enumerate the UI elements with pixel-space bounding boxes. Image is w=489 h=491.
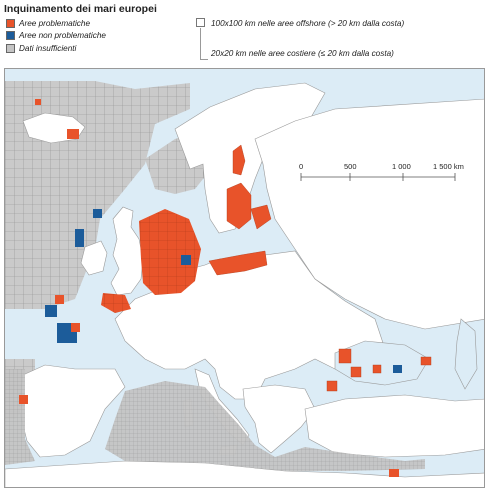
legend-label-offshore: 100x100 km nelle aree offshore (> 20 km … [211,19,405,28]
legend-label-nonproblem: Aree non problematiche [19,31,106,41]
legend-label-problem: Aree problematiche [19,18,90,28]
scale-tick-0: 0 [299,162,303,171]
legend-grid-sizes: 100x100 km nelle aree offshore (> 20 km … [196,16,486,62]
scale-tick-1500: 1 500 km [433,162,464,171]
grid-connector [200,28,208,60]
legend-label-coastal: 20x20 km nelle aree costiere (≤ 20 km da… [211,49,394,58]
problem-north-sea [101,209,201,313]
map-title: Inquinamento dei mari europei [4,3,157,15]
legend-label-insufficient: Dati insufficienti [19,43,77,53]
europe-map[interactable]: 0 500 1 000 1 500 km [4,68,485,488]
problem-baltic [208,144,272,276]
grid-square-icon [196,18,205,27]
legend-item-problem: Aree problematiche [6,17,106,30]
coastal-grid-mediterranean [5,369,425,471]
insufficient-swatch [6,43,15,53]
scale-tick-500: 500 [344,162,357,171]
problem-black-sea [326,348,432,392]
scale-bar: 0 500 1 000 1 500 km [299,162,464,181]
legend-item-insufficient: Dati insufficienti [6,42,106,55]
nonproblem-swatch [6,31,15,41]
land [5,82,484,487]
problem-atlantic [19,99,399,477]
scale-tick-1000: 1 000 [392,162,411,171]
problem-swatch [6,18,15,28]
legend-categories: Aree problematiche Aree non problematich… [6,17,106,55]
legend-item-nonproblem: Aree non problematiche [6,30,106,43]
